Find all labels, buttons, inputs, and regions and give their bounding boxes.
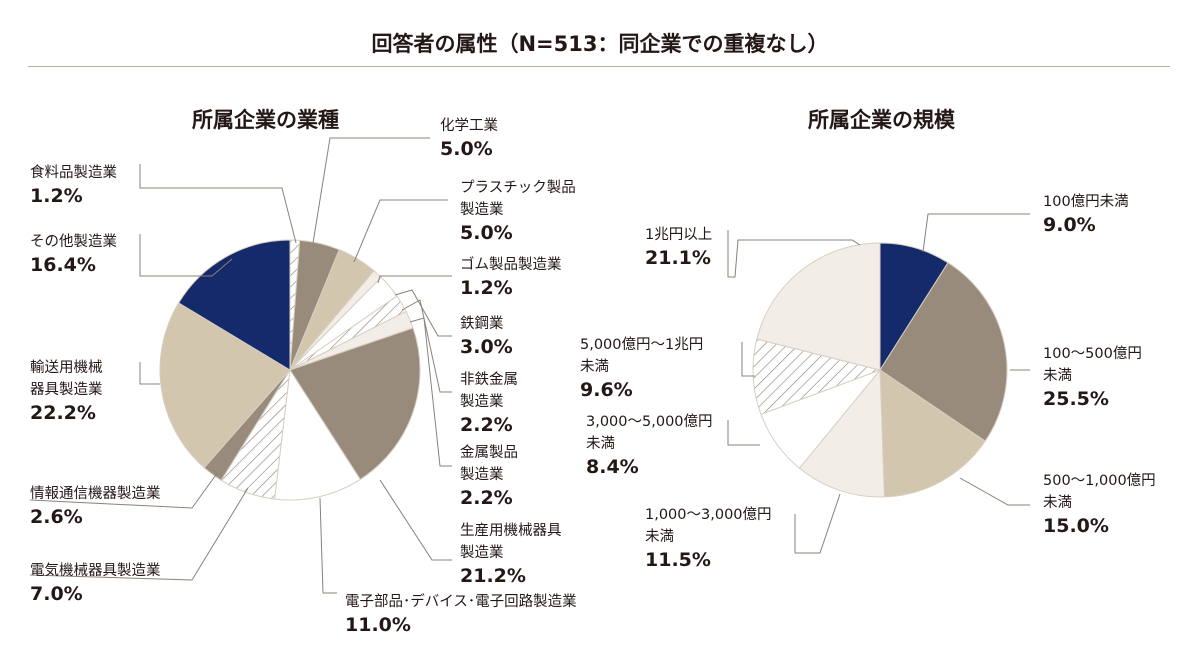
- size-leader-line-2: [959, 477, 1030, 506]
- size-leader-line-6: [727, 230, 861, 278]
- industry-slice-7: [289, 327, 421, 481]
- industry-label-name-4: 鉄鋼業: [460, 316, 504, 332]
- industry-label-name-6: 金属製品 製造業: [460, 445, 518, 483]
- industry-label-name-7: 生産用機械器具 製造業: [460, 523, 562, 561]
- industry-label-value-10: 2.6%: [30, 506, 83, 528]
- industry-label-value-2: 5.0%: [460, 222, 513, 244]
- industry-leader-line-4: [394, 289, 452, 337]
- industry-leader-line-8: [319, 497, 337, 594]
- industry-label-name-11: 輸送用機械 器具製造業: [30, 360, 103, 398]
- industry-label-10: 情報通信機器製造業 2.6%: [30, 483, 161, 529]
- industry-label-name-2: プラスチック製品 製造業: [460, 180, 576, 218]
- size-label-0: 100億円未満 9.0%: [1043, 191, 1129, 237]
- industry-label-3: ゴム製品製造業 1.2%: [460, 254, 562, 300]
- industry-label-value-8: 11.0%: [345, 614, 411, 636]
- size-label-3: 1,000～3,000億円 未満 11.5%: [645, 504, 772, 572]
- size-label-name-3: 1,000～3,000億円 未満: [645, 507, 772, 545]
- size-leader-line-3: [794, 493, 841, 554]
- industry-label-6: 金属製品 製造業 2.2%: [460, 442, 518, 510]
- size-label-value-6: 21.1%: [645, 247, 711, 269]
- industry-label-value-3: 1.2%: [460, 277, 513, 299]
- industry-label-name-1: 化学工業: [440, 118, 498, 134]
- industry-label-value-9: 7.0%: [30, 583, 83, 605]
- industry-label-5: 非鉄金属 製造業 2.2%: [460, 369, 518, 437]
- industry-label-0: 食料品製造業 1.2%: [30, 162, 117, 208]
- size-label-name-1: 100～500億円 未満: [1043, 346, 1142, 384]
- industry-leader-line-1: [312, 137, 430, 244]
- size-label-value-4: 8.4%: [586, 456, 639, 478]
- industry-slice-12: [177, 239, 291, 371]
- size-label-name-2: 500～1,000億円 未満: [1043, 473, 1156, 511]
- industry-leader-line-3: [377, 275, 452, 284]
- size-leader-line-4: [727, 420, 760, 446]
- industry-label-7: 生産用機械器具 製造業 21.2%: [460, 520, 562, 588]
- industry-label-value-0: 1.2%: [30, 185, 83, 207]
- industry-label-value-11: 22.2%: [30, 402, 96, 424]
- industry-label-name-8: 電子部品･デバイス･電子回路製造業: [345, 594, 577, 610]
- industry-leader-line-7: [379, 479, 452, 561]
- industry-label-name-12: その他製造業: [30, 234, 117, 250]
- industry-label-11: 輸送用機械 器具製造業 22.2%: [30, 357, 103, 425]
- size-label-name-0: 100億円未満: [1043, 194, 1129, 210]
- size-leader-line-5: [741, 342, 755, 377]
- size-label-name-4: 3,000～5,000億円 未満: [586, 414, 713, 452]
- industry-slice-11: [159, 302, 291, 469]
- size-label-value-3: 11.5%: [645, 549, 711, 571]
- industry-label-name-9: 電気機械器具製造業: [30, 563, 161, 579]
- industry-label-1: 化学工業 5.0%: [440, 115, 498, 161]
- industry-label-name-3: ゴム製品製造業: [460, 257, 562, 273]
- industry-leader-line-2: [353, 199, 448, 263]
- industry-leader-line-0: [139, 164, 297, 244]
- size-label-value-1: 25.5%: [1043, 388, 1109, 410]
- industry-leader-line-9: [29, 487, 249, 581]
- size-label-6: 1兆円以上 21.1%: [645, 224, 712, 270]
- size-slice-2: [879, 369, 986, 498]
- industry-label-name-0: 食料品製造業: [30, 165, 117, 181]
- leader-lines: [29, 137, 1030, 594]
- industry-slice-8: [273, 368, 361, 501]
- industry-label-8: 電子部品･デバイス･電子回路製造業 11.0%: [345, 591, 577, 637]
- size-label-value-5: 9.6%: [580, 379, 633, 401]
- industry-leader-line-12: [139, 234, 233, 277]
- size-label-value-2: 15.0%: [1043, 515, 1109, 537]
- size-slice-5: [752, 338, 882, 415]
- company-size-pie: [752, 242, 1008, 498]
- size-leader-line-0: [922, 213, 1030, 253]
- industry-label-name-10: 情報通信機器製造業: [30, 486, 161, 502]
- size-label-name-6: 1兆円以上: [645, 227, 713, 243]
- industry-label-value-7: 21.2%: [460, 565, 526, 587]
- industry-label-2: プラスチック製品 製造業 5.0%: [460, 177, 576, 245]
- industry-label-value-6: 2.2%: [460, 487, 513, 509]
- industry-label-value-5: 2.2%: [460, 414, 513, 436]
- industry-label-value-12: 16.4%: [30, 254, 96, 276]
- industry-leader-line-6: [409, 317, 452, 467]
- industry-label-12: その他製造業 16.4%: [30, 231, 117, 277]
- size-slice-6: [756, 242, 881, 371]
- industry-leader-line-10: [29, 471, 219, 509]
- industry-chart-title: 所属企業の業種: [192, 108, 339, 132]
- industry-label-value-1: 5.0%: [440, 138, 493, 160]
- industry-leader-line-11: [139, 362, 160, 385]
- size-slice-1: [879, 262, 1008, 442]
- size-slice-3: [798, 368, 885, 498]
- size-label-2: 500～1,000億円 未満 15.0%: [1043, 470, 1156, 538]
- industry-leader-line-5: [401, 299, 452, 393]
- size-label-4: 3,000～5,000億円 未満 8.4%: [586, 411, 713, 479]
- industry-label-9: 電気機械器具製造業 7.0%: [30, 560, 161, 606]
- size-label-5: 5,000億円～1兆円 未満 9.6%: [580, 334, 703, 402]
- chart-main-title: 回答者の属性（N=513：同企業での重複なし）: [371, 32, 829, 56]
- size-label-name-5: 5,000億円～1兆円 未満: [580, 337, 704, 375]
- title-divider: [28, 66, 1170, 67]
- size-label-1: 100～500億円 未満 25.5%: [1043, 343, 1142, 411]
- industry-label-4: 鉄鋼業 3.0%: [460, 313, 513, 359]
- industry-label-value-4: 3.0%: [460, 336, 513, 358]
- industry-label-name-5: 非鉄金属 製造業: [460, 372, 518, 410]
- company-size-chart-title: 所属企業の規模: [808, 108, 955, 132]
- industry-pie: [159, 239, 421, 501]
- size-label-value-0: 9.0%: [1043, 214, 1096, 236]
